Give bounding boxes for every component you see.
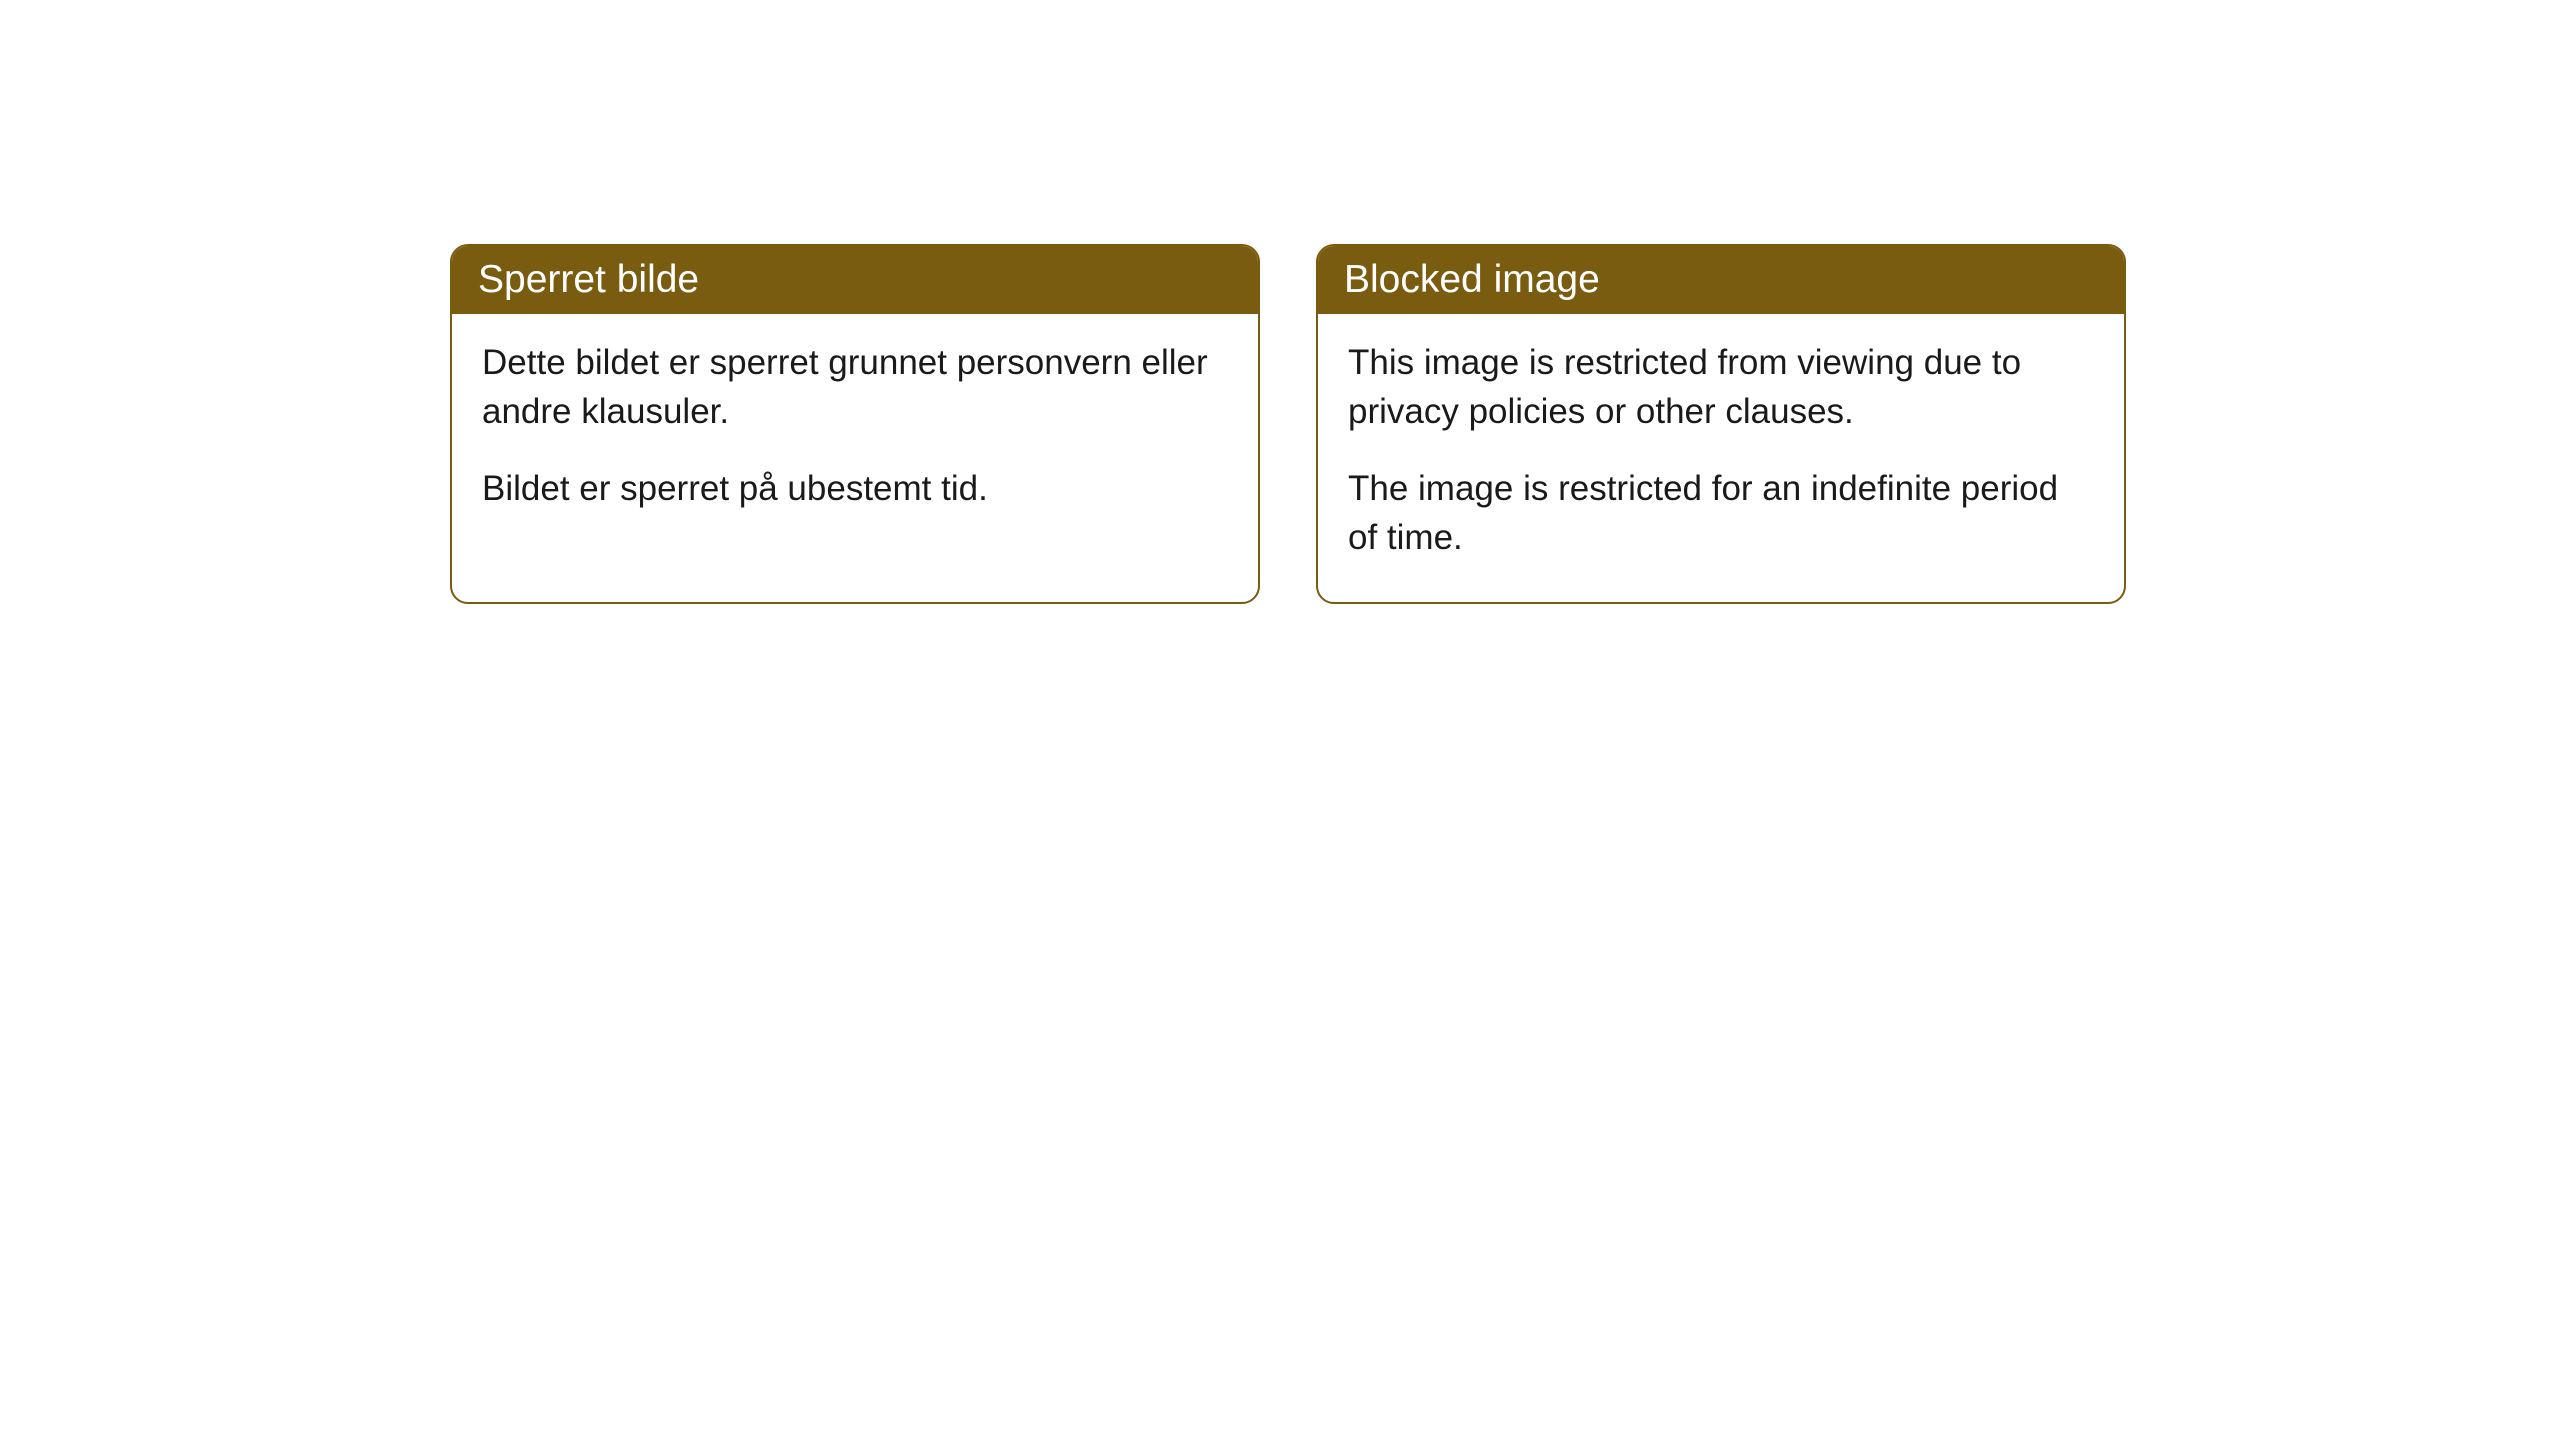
cards-container: Sperret bilde Dette bildet er sperret gr…	[450, 244, 2126, 604]
card-paragraph: Dette bildet er sperret grunnet personve…	[482, 338, 1228, 436]
card-english: Blocked image This image is restricted f…	[1316, 244, 2126, 604]
card-title: Sperret bilde	[478, 258, 699, 301]
card-norwegian: Sperret bilde Dette bildet er sperret gr…	[450, 244, 1260, 604]
card-paragraph: The image is restricted for an indefinit…	[1348, 464, 2094, 562]
card-body-english: This image is restricted from viewing du…	[1318, 314, 2124, 602]
card-header-norwegian: Sperret bilde	[452, 246, 1258, 314]
card-title: Blocked image	[1344, 258, 1600, 301]
card-paragraph: Bildet er sperret på ubestemt tid.	[482, 464, 1228, 513]
card-body-norwegian: Dette bildet er sperret grunnet personve…	[452, 314, 1258, 553]
card-header-english: Blocked image	[1318, 246, 2124, 314]
card-paragraph: This image is restricted from viewing du…	[1348, 338, 2094, 436]
